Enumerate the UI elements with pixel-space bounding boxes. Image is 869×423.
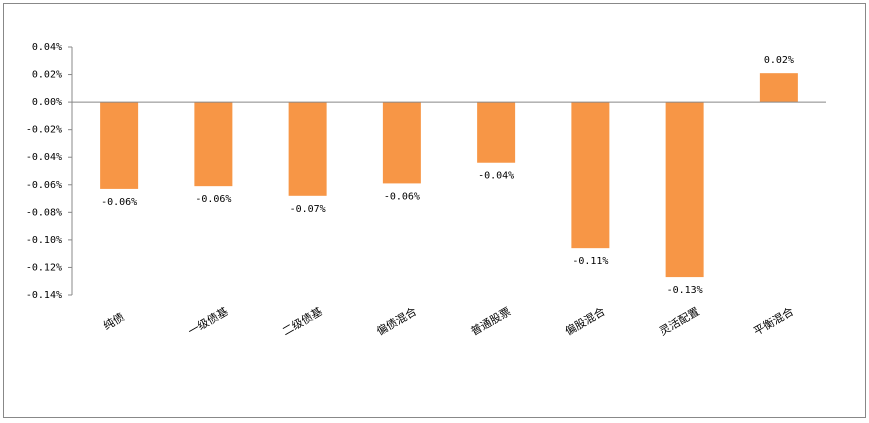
y-tick-label: 0.00% [32, 97, 62, 108]
y-tick-label: -0.12% [26, 262, 62, 273]
bar [288, 102, 327, 196]
data-label: -0.06% [101, 197, 137, 208]
data-label: 0.02% [764, 55, 794, 66]
bar [477, 102, 516, 163]
y-tick-label: -0.06% [26, 180, 62, 191]
data-label: -0.13% [667, 285, 703, 296]
data-label: -0.04% [478, 171, 514, 182]
data-label: -0.11% [572, 256, 608, 267]
y-tick-label: -0.04% [26, 152, 62, 163]
bar [194, 102, 233, 187]
data-label: -0.07% [290, 204, 326, 215]
y-tick-label: -0.10% [26, 235, 62, 246]
bar [571, 102, 610, 249]
bar [759, 73, 798, 103]
y-tick-label: -0.08% [26, 207, 62, 218]
data-label: -0.06% [195, 194, 231, 205]
bar [100, 102, 139, 189]
y-tick-label: -0.02% [26, 125, 62, 136]
chart-border [3, 3, 866, 418]
data-label: -0.06% [384, 191, 420, 202]
y-tick-label: 0.04% [32, 42, 62, 53]
y-tick-label: -0.14% [26, 290, 62, 301]
bar [665, 102, 704, 278]
bar [382, 102, 421, 184]
y-tick-label: 0.02% [32, 70, 62, 81]
